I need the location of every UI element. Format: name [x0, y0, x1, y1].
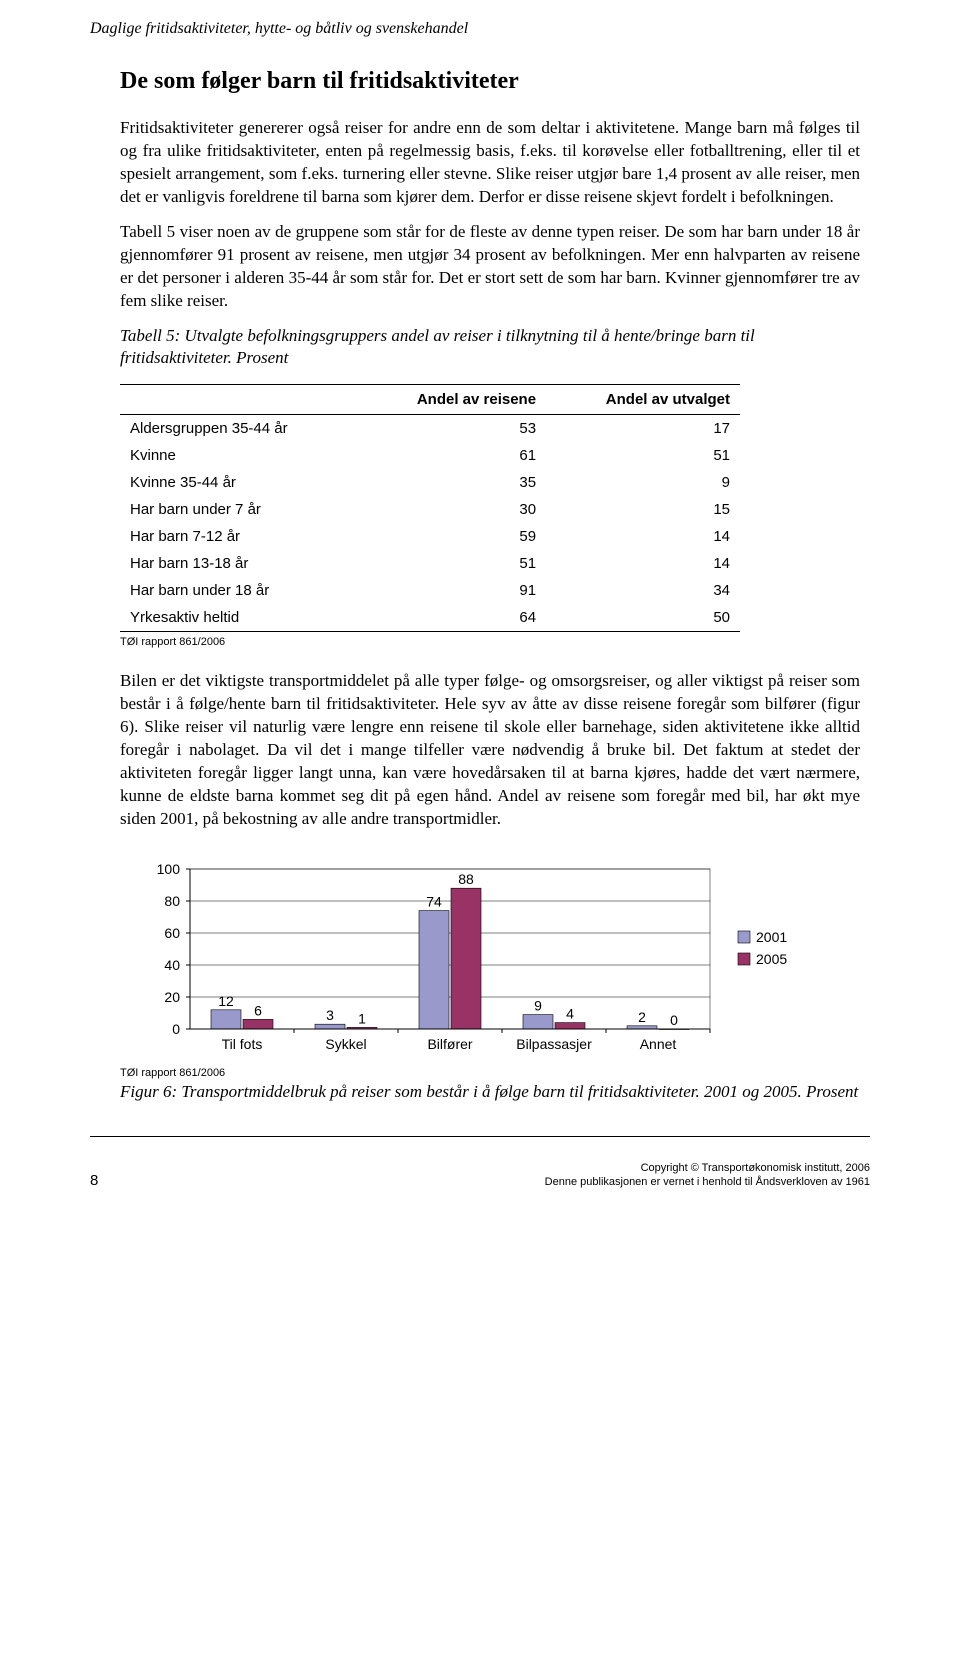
table5-h2: Andel av utvalget — [546, 385, 740, 415]
page-number: 8 — [90, 1172, 130, 1189]
row-label: Har barn under 18 år — [120, 577, 359, 604]
svg-text:6: 6 — [254, 1002, 262, 1018]
row-value: 91 — [359, 577, 546, 604]
paragraph-3: Bilen er det viktigste transportmiddelet… — [120, 670, 860, 831]
table5-caption: Tabell 5: Utvalgte befolkningsgruppers a… — [120, 325, 860, 371]
figure6-chart: 020406080100126Til fots31Sykkel7488Bilfø… — [120, 859, 860, 1059]
svg-text:3: 3 — [326, 1007, 334, 1023]
row-value: 59 — [359, 523, 546, 550]
table5-h0 — [120, 385, 359, 415]
svg-text:20: 20 — [164, 989, 180, 1005]
row-value: 14 — [546, 550, 740, 577]
row-value: 50 — [546, 604, 740, 632]
figure6-caption: Figur 6: Transportmiddelbruk på reiser s… — [120, 1081, 860, 1104]
table5-source: TØI rapport 861/2006 — [120, 636, 860, 648]
svg-text:100: 100 — [157, 861, 181, 877]
table-row: Har barn 13-18 år5114 — [120, 550, 740, 577]
svg-text:12: 12 — [218, 993, 234, 1009]
paragraph-2: Tabell 5 viser noen av de gruppene som s… — [120, 221, 860, 313]
row-label: Yrkesaktiv heltid — [120, 604, 359, 632]
table-row: Har barn under 18 år9134 — [120, 577, 740, 604]
row-label: Aldersgruppen 35-44 år — [120, 415, 359, 443]
svg-text:0: 0 — [670, 1012, 678, 1028]
row-label: Har barn under 7 år — [120, 496, 359, 523]
svg-text:88: 88 — [458, 871, 474, 887]
svg-text:Annet: Annet — [640, 1036, 677, 1052]
row-label: Har barn 7-12 år — [120, 523, 359, 550]
table5: Andel av reisene Andel av utvalget Alder… — [120, 384, 740, 632]
svg-text:1: 1 — [358, 1010, 366, 1026]
table-row: Har barn 7-12 år5914 — [120, 523, 740, 550]
row-value: 64 — [359, 604, 546, 632]
svg-text:60: 60 — [164, 925, 180, 941]
svg-text:0: 0 — [172, 1021, 180, 1037]
row-label: Kvinne — [120, 442, 359, 469]
row-value: 15 — [546, 496, 740, 523]
running-header: Daglige fritidsaktiviteter, hytte- og bå… — [90, 20, 860, 38]
row-value: 14 — [546, 523, 740, 550]
row-value: 34 — [546, 577, 740, 604]
row-value: 51 — [359, 550, 546, 577]
page-footer: 8 Copyright © Transportøkonomisk institu… — [0, 1161, 960, 1202]
row-label: Kvinne 35-44 år — [120, 469, 359, 496]
row-value: 9 — [546, 469, 740, 496]
row-value: 53 — [359, 415, 546, 443]
svg-text:74: 74 — [426, 894, 442, 910]
svg-text:80: 80 — [164, 893, 180, 909]
table-row: Aldersgruppen 35-44 år5317 — [120, 415, 740, 443]
svg-text:Bilpassasjer: Bilpassasjer — [516, 1036, 592, 1052]
row-value: 61 — [359, 442, 546, 469]
row-value: 35 — [359, 469, 546, 496]
table-row: Kvinne6151 — [120, 442, 740, 469]
row-value: 17 — [546, 415, 740, 443]
svg-text:2001: 2001 — [756, 929, 787, 945]
table-row: Yrkesaktiv heltid6450 — [120, 604, 740, 632]
svg-text:Sykkel: Sykkel — [325, 1036, 366, 1052]
table-row: Har barn under 7 år3015 — [120, 496, 740, 523]
section-title: De som følger barn til fritidsaktivitete… — [120, 68, 860, 95]
figure6-source: TØI rapport 861/2006 — [120, 1067, 860, 1079]
svg-text:40: 40 — [164, 957, 180, 973]
svg-text:4: 4 — [566, 1006, 574, 1022]
table-row: Kvinne 35-44 år359 — [120, 469, 740, 496]
row-value: 51 — [546, 442, 740, 469]
paragraph-1: Fritidsaktiviteter genererer også reiser… — [120, 117, 860, 209]
copyright-line2: Denne publikasjonen er vernet i henhold … — [130, 1175, 870, 1189]
row-label: Har barn 13-18 år — [120, 550, 359, 577]
copyright-line1: Copyright © Transportøkonomisk institutt… — [130, 1161, 870, 1175]
svg-text:9: 9 — [534, 998, 542, 1014]
svg-text:2005: 2005 — [756, 951, 787, 967]
svg-text:2: 2 — [638, 1009, 646, 1025]
svg-text:Bilfører: Bilfører — [427, 1036, 472, 1052]
row-value: 30 — [359, 496, 546, 523]
svg-text:Til fots: Til fots — [222, 1036, 263, 1052]
table5-h1: Andel av reisene — [359, 385, 546, 415]
